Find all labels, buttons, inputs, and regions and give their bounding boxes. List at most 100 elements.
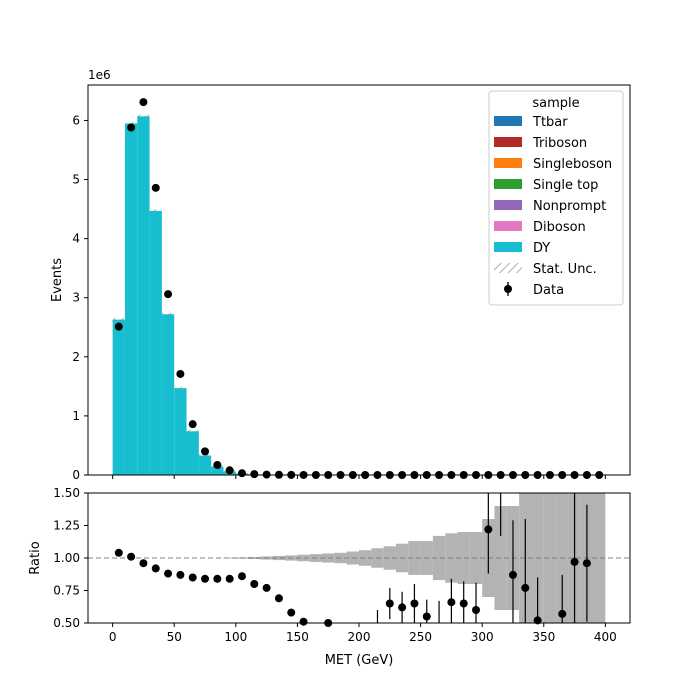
y-tick-label: 5 [72, 173, 80, 187]
stat-unc-hatch [137, 114, 150, 118]
dy-bar [198, 455, 212, 475]
ratio-point [139, 559, 148, 568]
y-tick-label: 4 [72, 232, 80, 246]
unc-band-bin [457, 532, 470, 584]
data-point [151, 183, 160, 192]
dy-bar [211, 466, 224, 475]
legend-swatch [494, 200, 522, 210]
unc-band-bin [432, 535, 446, 581]
ratio-point [533, 616, 542, 625]
legend-swatch [494, 242, 522, 252]
stat-unc-hatch [174, 386, 187, 390]
ratio-point [385, 599, 394, 608]
x-tick-label: 100 [224, 630, 247, 644]
ratio-panel: 0.50 0.75 1.00 1.25 1.50 0 50 100 150 200 250 300 3… [28, 486, 631, 668]
legend-label: Ttbar [532, 115, 568, 130]
data-point [225, 466, 234, 475]
stat-unc-hatch [198, 454, 212, 457]
ratio-point [127, 552, 136, 561]
x-axis-label: MET (GeV) [325, 653, 394, 668]
unc-band-bin [223, 557, 236, 559]
y-tick-label: 0.50 [53, 616, 80, 630]
legend-swatch [494, 221, 522, 231]
ratio-point [114, 548, 123, 557]
y-tick-label: 0 [72, 468, 80, 482]
x-tick-label: 250 [409, 630, 432, 644]
data-point [176, 369, 185, 378]
stat-unc-hatch [161, 312, 175, 316]
x-tick-label: 350 [532, 630, 555, 644]
x-tick-label: 300 [471, 630, 494, 644]
main-y-axis-label: Events [50, 258, 65, 302]
x-tick-label: 50 [167, 630, 182, 644]
ratio-point [558, 609, 567, 618]
legend-swatch-hatch [494, 263, 522, 273]
ratio-point [398, 603, 407, 612]
ratio-point [250, 580, 259, 588]
data-point [201, 447, 210, 456]
data-point [114, 322, 123, 331]
y-tick-label: 1 [72, 409, 80, 423]
ratio-point [299, 617, 308, 626]
stat-unc-hatch [149, 209, 162, 213]
stat-unc-hatch [186, 429, 199, 433]
ratio-point [164, 569, 173, 578]
main-y-offset-text: 1e6 [88, 68, 111, 82]
ratio-point [521, 583, 530, 592]
unc-band-bin [383, 546, 396, 570]
legend-label: Triboson [532, 136, 587, 151]
ratio-y-axis-label: Ratio [28, 541, 43, 574]
data-point [127, 123, 136, 132]
legend-label: Diboson [533, 220, 586, 235]
ratio-point [459, 599, 468, 608]
ratio-point [570, 557, 579, 566]
data-point [139, 98, 148, 107]
ratio-point [472, 606, 481, 614]
legend-swatch [494, 158, 522, 168]
ratio-point [151, 564, 160, 573]
ratio-point [447, 598, 456, 607]
dy-bar [161, 314, 175, 475]
data-point [213, 460, 222, 469]
x-tick-label: 150 [286, 630, 309, 644]
legend-swatch [494, 137, 522, 147]
ratio-point [484, 525, 493, 534]
data-point [188, 420, 197, 429]
stat-unc-hatch [112, 318, 125, 322]
legend-label: Single top [533, 178, 598, 193]
legend-title: sample [532, 96, 579, 111]
dy-bar [149, 210, 162, 475]
y-tick-label: 3 [72, 291, 80, 305]
legend-swatch [494, 179, 522, 189]
data-point [164, 290, 173, 299]
legend-frame [488, 90, 624, 306]
dy-bar [186, 431, 199, 475]
legend-swatch [494, 116, 522, 126]
legend-label: Nonprompt [533, 199, 606, 214]
unc-band-bin [593, 493, 606, 623]
unc-band-bin [543, 493, 557, 623]
ratio-point [225, 574, 234, 583]
y-tick-label: 0.75 [53, 584, 80, 598]
y-tick-label: 1.25 [53, 519, 80, 533]
unc-band-bin [297, 554, 310, 562]
ratio-point [237, 572, 246, 581]
data-point [250, 470, 259, 479]
ratio-point [262, 583, 271, 592]
unc-band-bin [408, 541, 421, 575]
main-panel: 0 1 2 3 4 5 6 1e6 Events sample Ttbar Triboson S… [50, 68, 631, 482]
dy-bar [112, 319, 125, 475]
unc-band-bin [359, 550, 372, 566]
y-tick-label: 1.50 [53, 486, 80, 500]
legend-label: Stat. Unc. [533, 262, 597, 277]
ratio-point [410, 599, 419, 608]
legend-label: Singleboson [533, 157, 612, 172]
dy-bar [124, 123, 138, 475]
ratio-point [287, 608, 296, 617]
unc-band-bin [248, 556, 261, 560]
stat-unc-hatch [124, 121, 138, 125]
legend-label: Data [533, 283, 564, 298]
ratio-point [201, 574, 210, 583]
ratio-point [274, 594, 283, 603]
ratio-point [176, 570, 185, 579]
